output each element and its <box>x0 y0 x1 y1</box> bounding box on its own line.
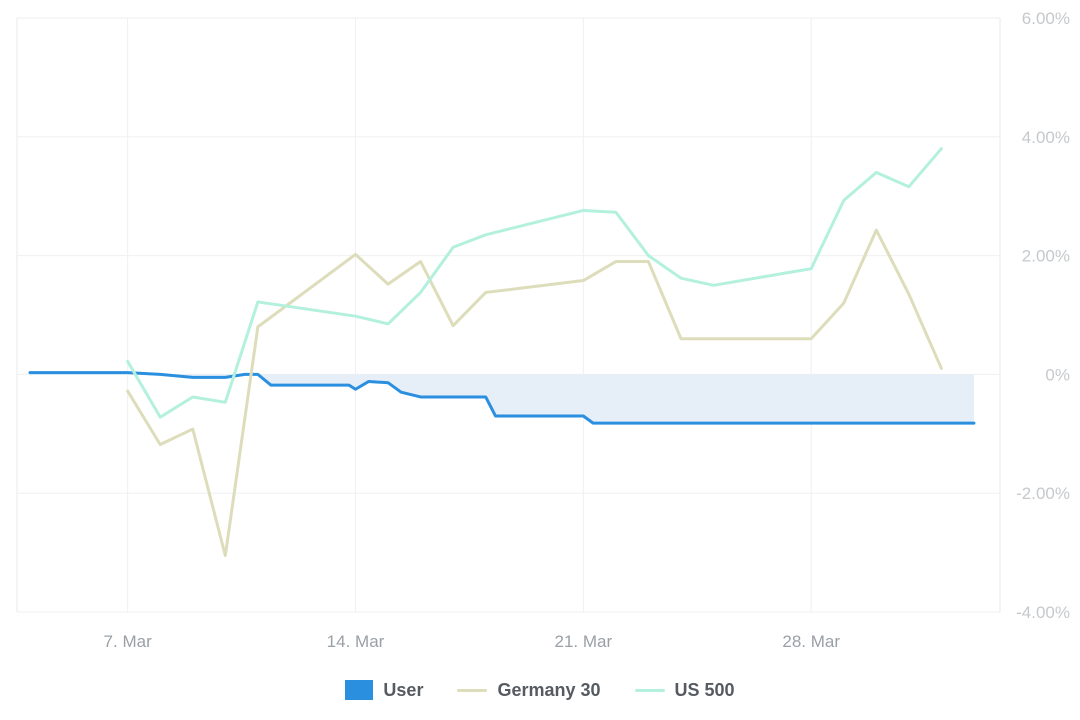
x-tick-label: 7. Mar <box>104 632 153 651</box>
legend-item-us-500[interactable]: US 500 <box>634 679 735 701</box>
series-line-us-500 <box>126 147 943 419</box>
y-tick-label: -4.00% <box>1016 603 1070 622</box>
legend-swatch-germany-30 <box>457 688 488 692</box>
legend-label-user: User <box>383 679 424 700</box>
y-tick-label: 2.00% <box>1022 247 1070 266</box>
series-area-user <box>30 372 974 424</box>
y-axis-ticks: 6.00% 4.00% 2.00% 0% -2.00% -4.00% <box>1016 9 1070 622</box>
x-axis-ticks: 7. Mar 14. Mar 21. Mar 28. Mar <box>104 632 841 651</box>
y-tick-label: 6.00% <box>1022 9 1070 28</box>
user-area-layer <box>30 372 974 424</box>
grid <box>16 17 1001 613</box>
legend-label-germany-30: Germany 30 <box>497 679 601 700</box>
legend-swatch-user <box>345 680 374 700</box>
series-lines <box>28 147 976 558</box>
series-line-user <box>28 371 976 425</box>
x-tick-label: 21. Mar <box>555 632 613 651</box>
y-tick-label: -2.00% <box>1016 484 1070 503</box>
legend-swatch-us-500 <box>634 688 665 692</box>
y-tick-label: 0% <box>1045 365 1070 384</box>
legend-item-user[interactable]: User <box>345 680 423 701</box>
x-tick-label: 28. Mar <box>782 632 840 651</box>
x-tick-label: 14. Mar <box>327 632 385 651</box>
legend-label-us-500: US 500 <box>674 679 735 700</box>
legend-item-germany-30[interactable]: Germany 30 <box>457 679 601 701</box>
legend: User Germany 30 US 500 <box>0 672 1080 708</box>
y-tick-label: 4.00% <box>1022 128 1070 147</box>
series-line-germany-30 <box>126 228 943 558</box>
